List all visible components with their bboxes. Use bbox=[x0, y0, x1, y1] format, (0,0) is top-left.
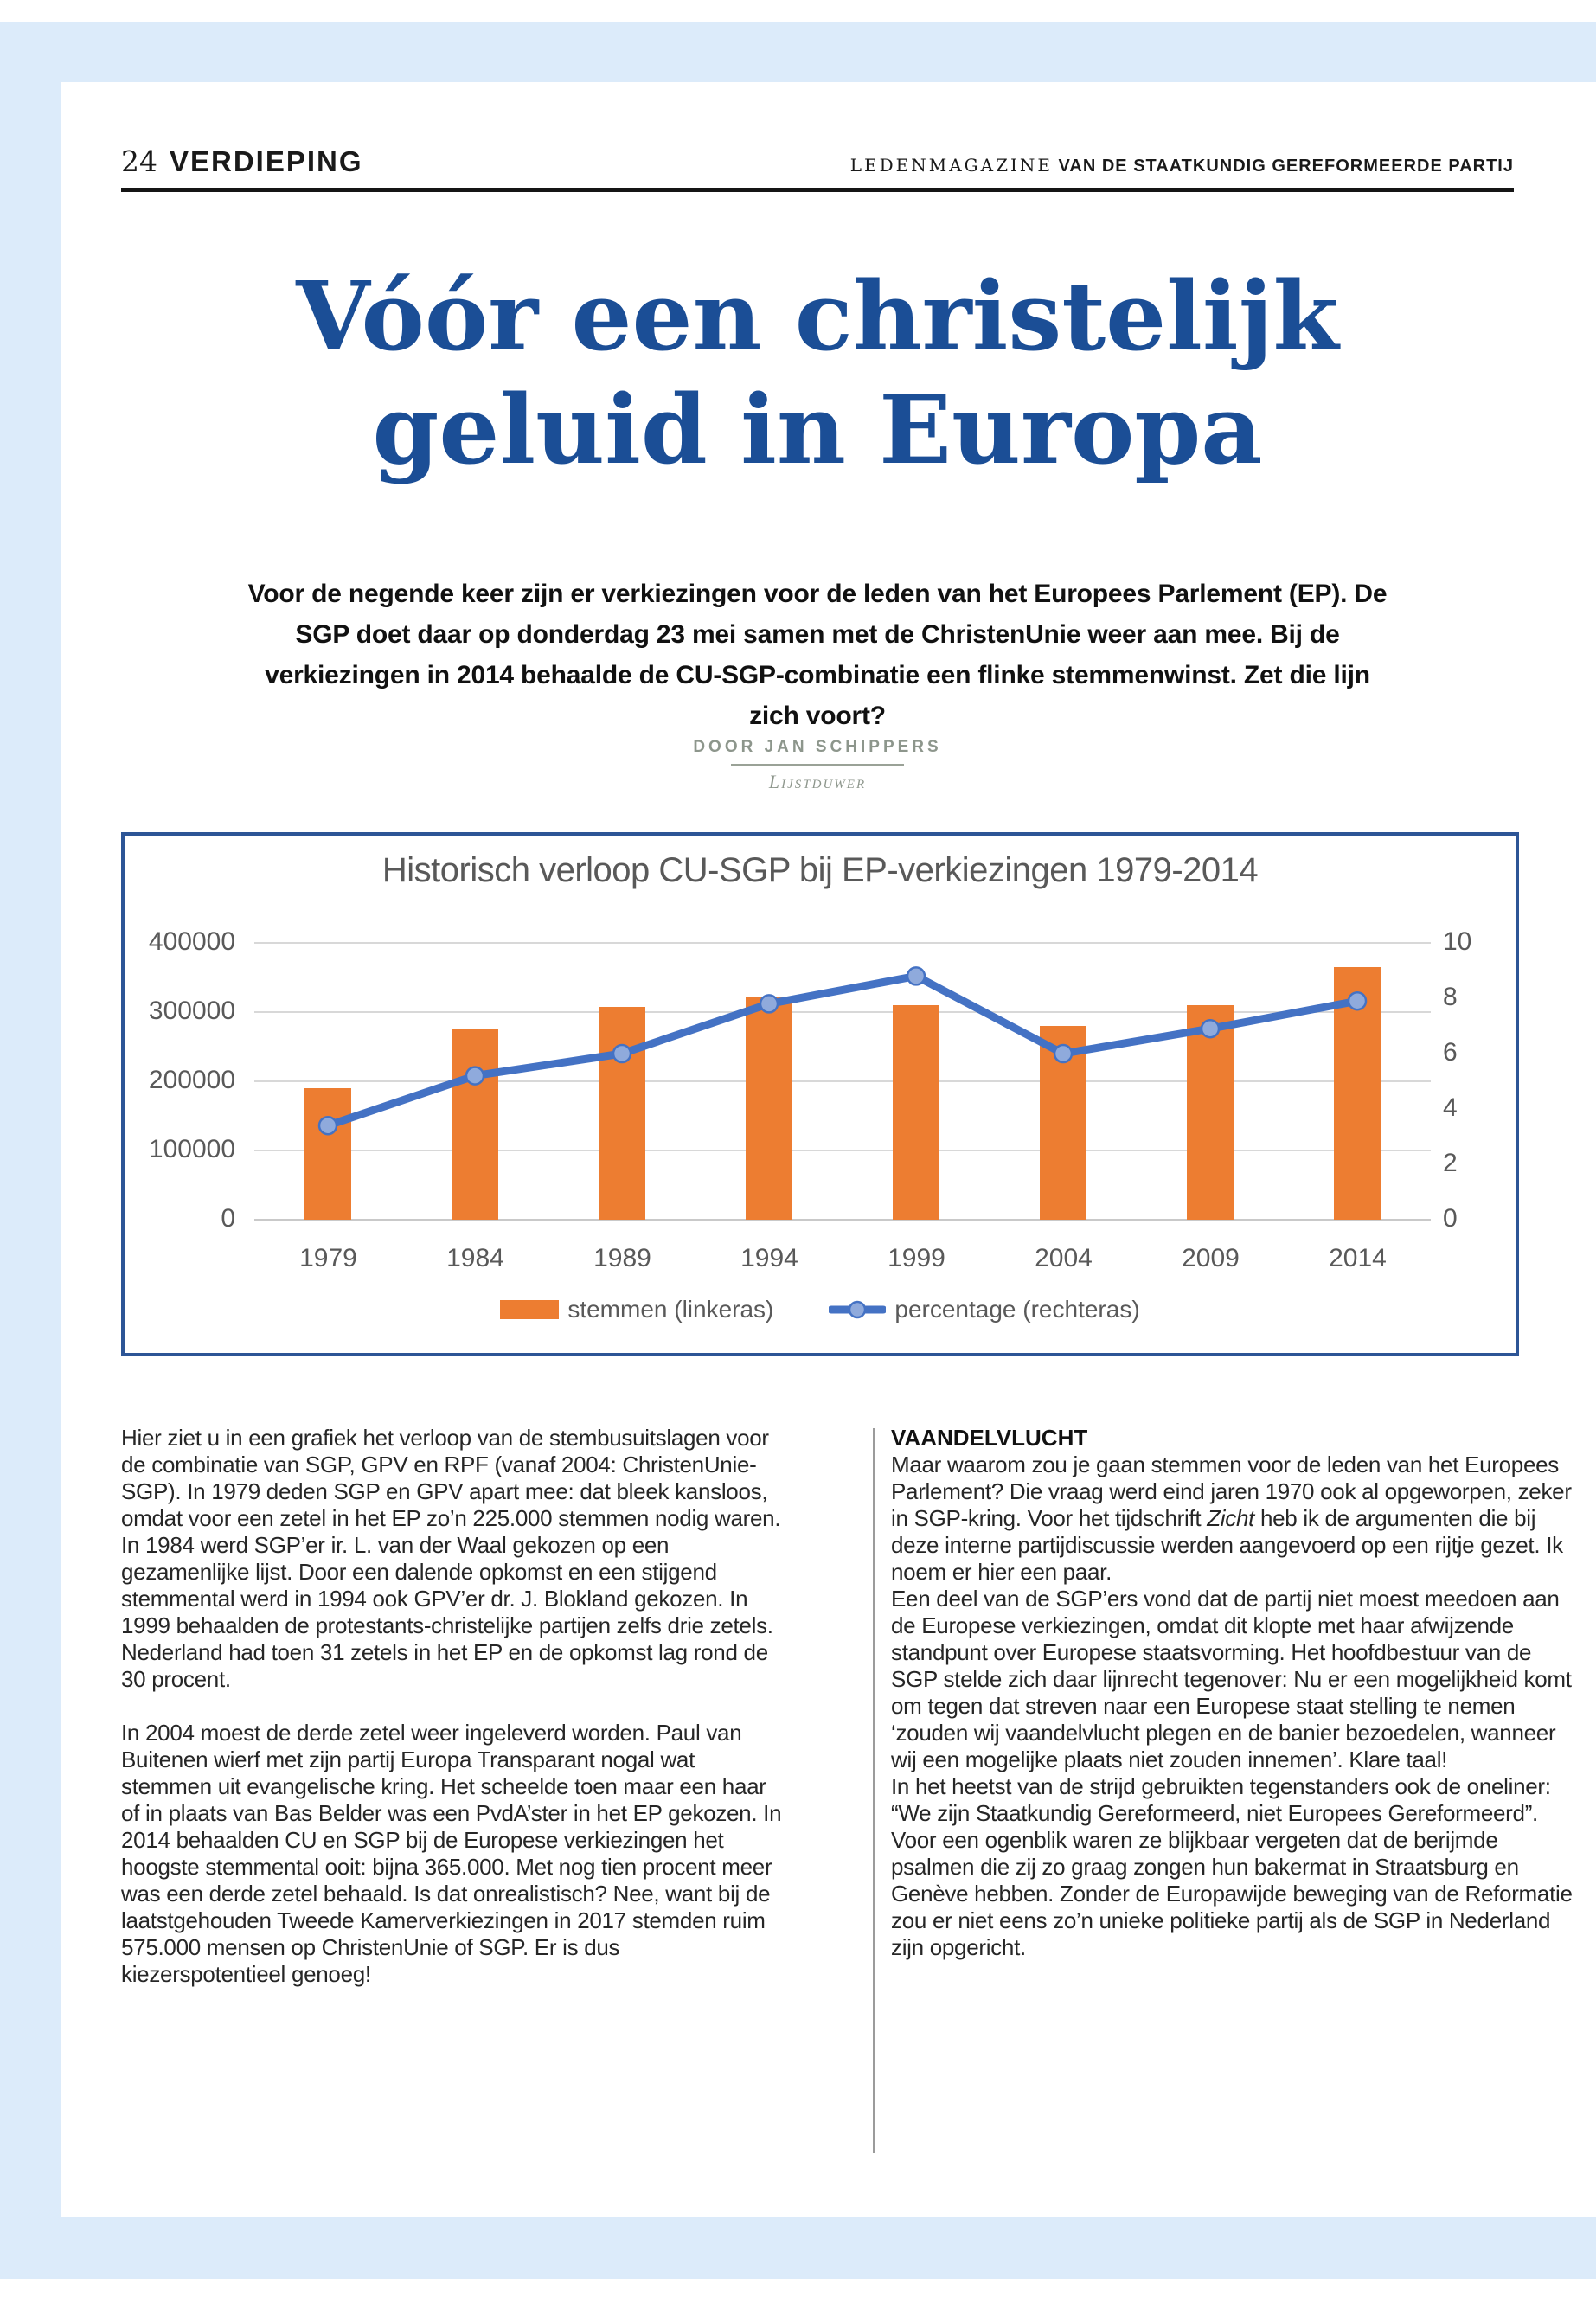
left-axis-tick-400000: 400000 bbox=[148, 927, 235, 956]
percentage-line bbox=[317, 966, 1368, 1136]
bar-series-swatch bbox=[500, 1300, 560, 1319]
byline-rule bbox=[731, 764, 904, 766]
left-axis-tick-0: 0 bbox=[221, 1204, 235, 1233]
right-paragraph-2: Een deel van de SGP’ers vond dat de part… bbox=[891, 1586, 1572, 1772]
gridline-200000 bbox=[254, 1080, 1431, 1082]
marker-1994 bbox=[759, 994, 779, 1014]
column-divider bbox=[873, 1428, 875, 2153]
magazine-name: LEDENMAGAZINE VAN DE STAATKUNDIG GEREFOR… bbox=[850, 155, 1514, 176]
section-label: VERDIEPING bbox=[170, 145, 363, 177]
page-body: 24 VERDIEPING LEDENMAGAZINE VAN DE STAATK… bbox=[61, 82, 1596, 2217]
right-axis-tick-10: 10 bbox=[1443, 927, 1472, 956]
left-axis-tick-100000: 100000 bbox=[148, 1135, 235, 1163]
bar-1989 bbox=[599, 1007, 645, 1220]
legend-item-percentage: percentage (rechteras) bbox=[829, 1296, 1140, 1324]
magazine-name-rest: VAN DE STAATKUNDIG GEREFORMEERDE PARTIJ bbox=[1053, 157, 1514, 176]
header-left: 24 VERDIEPING bbox=[121, 144, 363, 178]
article-title-line1: Vóór een christelijk bbox=[296, 260, 1339, 372]
page-header: 24 VERDIEPING LEDENMAGAZINE VAN DE STAATK… bbox=[121, 144, 1514, 178]
gridline-400000 bbox=[254, 942, 1431, 944]
bar-1994 bbox=[746, 997, 792, 1220]
bar-1979 bbox=[304, 1088, 351, 1220]
chart: Historisch verloop CU-SGP bij EP-verkiez… bbox=[121, 832, 1519, 1356]
article-title: Vóór een christelijk geluid in Europa bbox=[61, 260, 1574, 486]
chart-title: Historisch verloop CU-SGP bij EP-verkiez… bbox=[381, 851, 1259, 889]
right-axis-tick-4: 4 bbox=[1443, 1093, 1458, 1122]
article-title-line2: geluid in Europa bbox=[372, 374, 1263, 485]
x-label-1989: 1989 bbox=[593, 1244, 651, 1272]
marker-2009 bbox=[1200, 1018, 1221, 1039]
x-label-2014: 2014 bbox=[1329, 1244, 1387, 1272]
chart-canvas: 0 100000 200000 300000 400000 0 2 4 6 8 10 1979 1984… bbox=[125, 836, 1516, 1353]
legend-label-percentage: percentage (rechteras) bbox=[894, 1296, 1140, 1323]
x-label-1999: 1999 bbox=[888, 1244, 945, 1272]
byline-role: Lijstduwer bbox=[768, 771, 867, 792]
legend-item-stemmen: stemmen (linkeras) bbox=[500, 1296, 773, 1324]
gridline-300000 bbox=[254, 1011, 1431, 1013]
x-label-1994: 1994 bbox=[740, 1244, 798, 1272]
marker-2014 bbox=[1347, 990, 1368, 1011]
marker-1999 bbox=[906, 966, 926, 986]
left-axis-tick-300000: 300000 bbox=[148, 997, 235, 1025]
byline: DOOR JAN SCHIPPERS Lijstduwer bbox=[61, 738, 1574, 793]
line-series-icon bbox=[829, 1300, 887, 1319]
left-axis-tick-200000: 200000 bbox=[148, 1066, 235, 1094]
right-paragraph-1: Maar waarom zou je gaan stemmen voor de … bbox=[891, 1452, 1572, 1585]
article-column-right: VAANDELVLUCHT Maar waarom zou je gaan st… bbox=[891, 1425, 1583, 1961]
x-label-2009: 2009 bbox=[1182, 1244, 1240, 1272]
left-paragraph-1: Hier ziet u in een grafiek het verloop v… bbox=[121, 1425, 781, 1692]
left-paragraph-2: In 2004 moest de derde zetel weer ingele… bbox=[121, 1720, 782, 1987]
right-axis-tick-0: 0 bbox=[1443, 1204, 1458, 1233]
article-column-left: Hier ziet u in een grafiek het verloop v… bbox=[121, 1425, 785, 2015]
marker-1984 bbox=[465, 1066, 485, 1086]
bar-1984 bbox=[452, 1029, 498, 1220]
right-axis-tick-2: 2 bbox=[1443, 1149, 1458, 1177]
marker-1989 bbox=[612, 1043, 632, 1064]
x-label-1984: 1984 bbox=[446, 1244, 504, 1272]
right-axis-tick-8: 8 bbox=[1443, 983, 1458, 1011]
x-label-2004: 2004 bbox=[1035, 1244, 1093, 1272]
bar-2009 bbox=[1187, 1005, 1234, 1220]
magazine-name-prefix: LEDENMAGAZINE bbox=[849, 155, 1053, 176]
gridline-100000 bbox=[254, 1150, 1431, 1151]
article-intro-text: Voor de negende keer zijn er verkiezinge… bbox=[247, 580, 1388, 730]
gridline-0 bbox=[254, 1219, 1431, 1221]
right-paragraph-3: In het heetst van de strijd gebruikten t… bbox=[891, 1773, 1573, 1960]
bar-1999 bbox=[893, 1005, 939, 1220]
right-axis-tick-6: 6 bbox=[1443, 1038, 1458, 1067]
marker-1979 bbox=[317, 1115, 338, 1136]
subheading-vaandelvlucht: VAANDELVLUCHT bbox=[891, 1425, 1088, 1451]
article-intro: Voor de negende keer zijn er verkiezinge… bbox=[61, 574, 1574, 736]
marker-2004 bbox=[1053, 1043, 1074, 1064]
byline-author: DOOR JAN SCHIPPERS bbox=[693, 738, 942, 756]
legend-label-stemmen: stemmen (linkeras) bbox=[567, 1296, 774, 1323]
x-label-1979: 1979 bbox=[299, 1244, 357, 1272]
header-rule bbox=[121, 188, 1514, 192]
page-number: 24 bbox=[121, 144, 157, 178]
chart-legend: stemmen (linkeras) percentage (rechteras… bbox=[125, 1296, 1516, 1324]
